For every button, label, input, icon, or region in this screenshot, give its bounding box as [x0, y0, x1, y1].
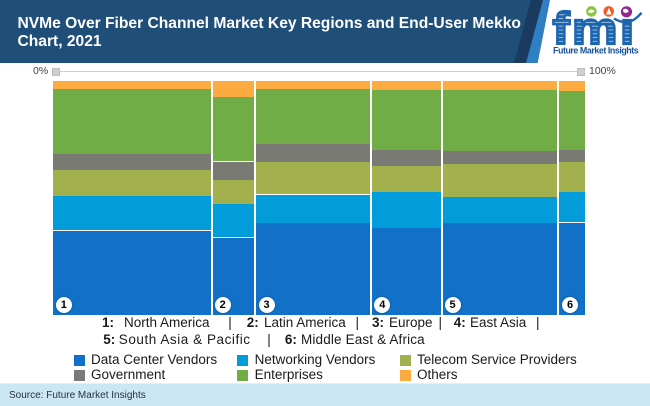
svg-text:Future Market Insights: Future Market Insights	[553, 46, 639, 56]
